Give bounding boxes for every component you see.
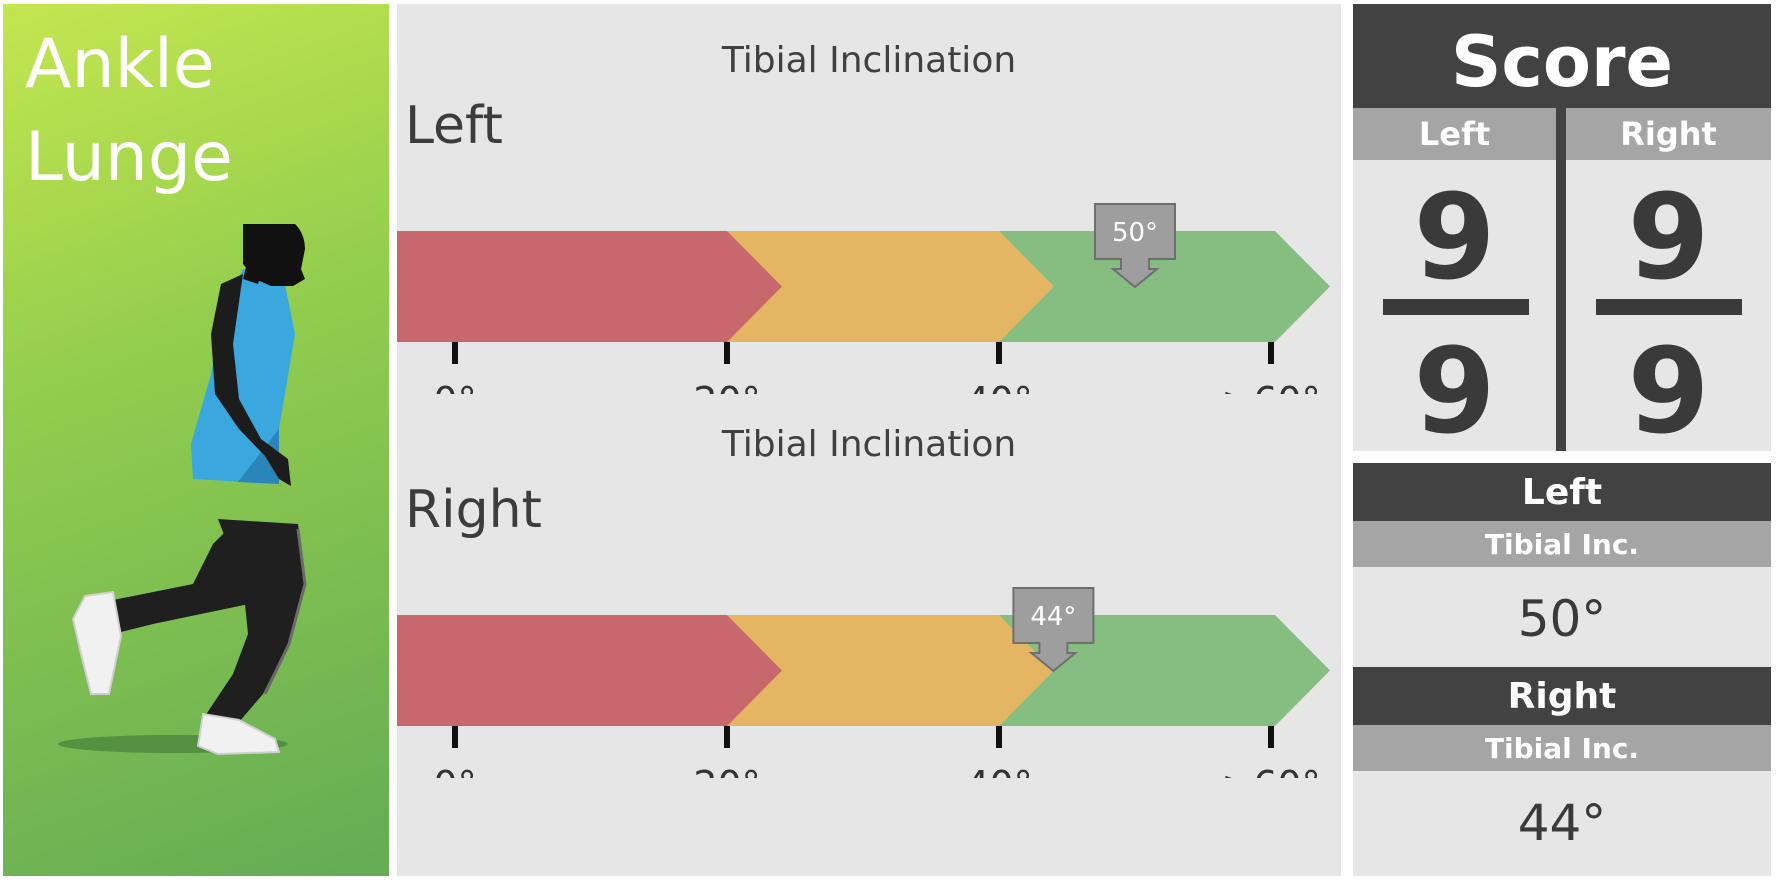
left-gauge-zone-yellow <box>727 231 1054 342</box>
right-gauge-tick-3 <box>1268 726 1274 748</box>
left-gauge-track: 0° 20° 40° >60° 50° <box>397 203 1330 394</box>
right-gauge-tick-label-2: 40° <box>965 763 1032 778</box>
athlete-lunge-illustration <box>58 224 307 756</box>
left-gauge: Tibial Inclination Left 0° 20° 40° >60° 50° <box>397 4 1341 394</box>
right-value-metric-label: Tibial Inc. <box>1353 725 1771 771</box>
score-left-numerator: 9 <box>1413 168 1496 306</box>
athlete-shirt <box>191 269 295 484</box>
right-gauge-side-label: Right <box>405 480 542 540</box>
score-divider <box>1556 108 1566 451</box>
left-gauge-zone-green <box>999 231 1330 342</box>
right-gauge-track: 0° 20° 40° >60° 44° <box>397 587 1330 778</box>
right-gauge-value-marker-label: 44° <box>1030 602 1076 632</box>
left-gauge-value-marker: 50° <box>1094 203 1176 289</box>
left-gauge-tick-label-1: 20° <box>693 379 760 394</box>
left-gauge-tick-2 <box>996 342 1002 364</box>
score-right-fraction: 9 9 <box>1566 160 1771 456</box>
right-gauge-tick-0 <box>452 726 458 748</box>
score-left-fraction: 9 9 <box>1353 160 1556 456</box>
athlete-back-shoe <box>71 590 123 695</box>
score-right-numerator: 9 <box>1627 168 1710 306</box>
left-gauge-tick-label-3: >60° <box>1221 379 1320 394</box>
left-gauge-tick-0 <box>452 342 458 364</box>
score-card: Score Left Right 9 9 9 9 <box>1353 4 1771 456</box>
right-value-box: Right Tibial Inc. 44° <box>1353 667 1771 876</box>
right-gauge: Tibial Inclination Right 0° 20° 40° >60° 44° <box>397 388 1341 778</box>
right-gauge-tick-1 <box>724 726 730 748</box>
exercise-title: Ankle Lunge <box>25 18 233 204</box>
right-gauge-tick-label-3: >60° <box>1221 763 1320 778</box>
score-left-header: Left <box>1353 108 1556 160</box>
left-gauge-tick-label-0: 0° <box>433 379 476 394</box>
score-right-denominator: 9 <box>1627 322 1710 460</box>
exercise-title-line-2: Lunge <box>25 118 233 197</box>
left-gauge-tick-3 <box>1268 342 1274 364</box>
left-gauge-value-marker-label: 50° <box>1112 218 1158 248</box>
athlete-arm <box>211 274 291 486</box>
left-value-box: Left Tibial Inc. 50° <box>1353 463 1771 667</box>
score-left-denominator: 9 <box>1413 322 1496 460</box>
left-value-metric-label: Tibial Inc. <box>1353 521 1771 567</box>
score-left-fraction-bar <box>1383 299 1529 315</box>
left-gauge-tick-label-2: 40° <box>965 379 1032 394</box>
right-value-number: 44° <box>1517 794 1607 852</box>
left-value-number: 50° <box>1517 590 1607 648</box>
athlete-back-leg <box>103 524 258 634</box>
athlete-front-shoe <box>196 712 281 756</box>
score-right-header: Right <box>1566 108 1771 160</box>
left-gauge-caption: Tibial Inclination <box>721 40 1017 81</box>
gauges-panel: Tibial Inclination Left 0°20°40°>60°50° … <box>397 4 1341 876</box>
right-gauge-zone-red <box>397 615 782 726</box>
left-gauge-zone-red <box>397 231 782 342</box>
score-title: Score <box>1353 4 1771 108</box>
right-gauge-zone-yellow <box>727 615 1054 726</box>
left-value-side-label: Left <box>1353 463 1771 521</box>
athlete-front-leg <box>203 519 305 729</box>
exercise-title-line-1: Ankle <box>25 25 215 104</box>
right-gauge-tick-label-1: 20° <box>693 763 760 778</box>
right-gauge-tick-label-0: 0° <box>433 763 476 778</box>
right-gauge-tick-2 <box>996 726 1002 748</box>
score-right-fraction-bar <box>1596 299 1742 315</box>
right-gauge-value-marker: 44° <box>1012 587 1095 673</box>
right-value-side-label: Right <box>1353 667 1771 725</box>
left-gauge-tick-1 <box>724 342 730 364</box>
left-gauge-side-label: Left <box>405 96 503 156</box>
hero-panel: Ankle Lunge <box>3 4 389 876</box>
right-gauge-caption: Tibial Inclination <box>721 424 1017 465</box>
